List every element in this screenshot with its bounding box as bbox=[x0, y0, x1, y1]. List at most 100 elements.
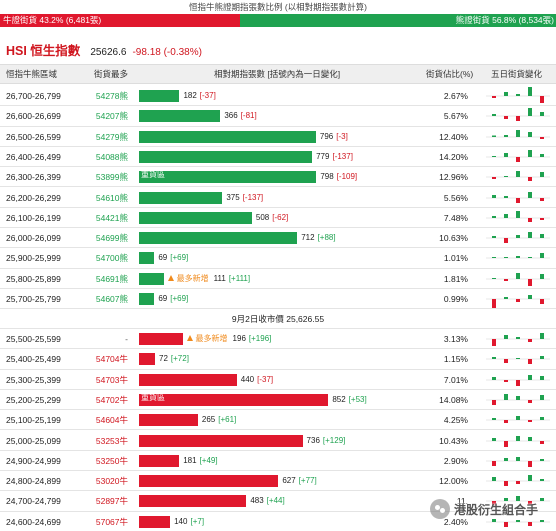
warrant-code-link[interactable]: 54604牛 bbox=[95, 415, 128, 426]
volume-value: 798 bbox=[320, 172, 334, 182]
mini-chart-bar bbox=[540, 498, 544, 502]
mini-chart-bar bbox=[540, 375, 544, 380]
warrant-code-link[interactable]: 54607熊 bbox=[95, 294, 128, 304]
mini-chart-bar bbox=[516, 481, 520, 485]
range-cell: 26,700-26,799 bbox=[6, 91, 61, 101]
volume-change: [+49] bbox=[199, 455, 218, 465]
close-price-divider: 9月2日收市價 25,626.55 bbox=[0, 309, 556, 329]
mini-chart-bar bbox=[528, 420, 532, 423]
warrant-code-link[interactable]: 52897牛 bbox=[95, 496, 128, 507]
mini-chart-bar bbox=[492, 114, 496, 117]
mini-chart-bar bbox=[492, 177, 496, 180]
mini-chart-bar bbox=[528, 521, 532, 526]
mini-chart-bar bbox=[492, 277, 496, 279]
warrant-code-link[interactable]: 54421熊 bbox=[95, 212, 128, 223]
watermark-text: 港股衍生組合手 bbox=[454, 502, 539, 517]
mini-chart-bar bbox=[504, 195, 508, 198]
warrant-code-link[interactable]: 54088熊 bbox=[95, 151, 128, 162]
volume-change: [-3] bbox=[336, 131, 348, 141]
five-day-mini-chart bbox=[486, 393, 550, 405]
range-cell: 26,200-26,299 bbox=[6, 192, 61, 203]
volume-change: [+72] bbox=[170, 354, 189, 364]
hsi-name: HSI 恒生指數 bbox=[6, 44, 81, 58]
mini-chart-bar bbox=[492, 299, 496, 308]
warrant-code-link[interactable]: 53899熊 bbox=[95, 172, 128, 183]
volume-bar bbox=[139, 272, 164, 285]
volume-change: [-137] bbox=[242, 192, 264, 202]
five-day-mini-chart bbox=[486, 87, 550, 103]
mini-chart-bar bbox=[528, 217, 532, 222]
ratio-cell: 1.15% bbox=[443, 354, 468, 365]
mini-chart-bar bbox=[492, 357, 496, 360]
header-volume: 相對期指張數 [括號內為一日變化] bbox=[214, 69, 341, 79]
mini-chart-bar bbox=[540, 417, 544, 421]
mini-chart-bar bbox=[540, 479, 544, 482]
mini-chart-bar bbox=[492, 418, 496, 421]
mini-chart-bar bbox=[492, 236, 496, 239]
volume-count: 196 [+196] bbox=[233, 329, 272, 349]
warrant-code-link[interactable]: 54278熊 bbox=[95, 91, 128, 101]
warrant-code-link[interactable]: - bbox=[125, 334, 128, 344]
range-cell: 24,800-24,899 bbox=[6, 476, 61, 487]
volume-bar bbox=[139, 454, 180, 467]
warrant-code-link[interactable]: 54702牛 bbox=[95, 394, 128, 405]
mini-chart-bar bbox=[504, 92, 508, 96]
volume-count: 375 [-137] bbox=[226, 188, 263, 208]
warrant-code-link[interactable]: 57067牛 bbox=[95, 516, 128, 527]
heavy-zone-label: 重貨區 bbox=[141, 170, 165, 180]
ratio-cell: 7.01% bbox=[443, 374, 468, 385]
five-day-mini-chart bbox=[486, 171, 550, 182]
five-day-mini-chart bbox=[486, 333, 550, 346]
warrant-code-link[interactable]: 53020牛 bbox=[95, 476, 128, 487]
warrant-code-link[interactable]: 54700熊 bbox=[95, 253, 128, 264]
warrant-code-link[interactable]: 54704牛 bbox=[95, 354, 128, 365]
warrant-code-link[interactable]: 54703牛 bbox=[95, 374, 128, 385]
volume-count: 736 [+129] bbox=[307, 431, 346, 451]
mini-chart-bar bbox=[528, 191, 532, 198]
volume-count: 627 [+77] bbox=[282, 471, 316, 491]
ratio-cell: 5.56% bbox=[443, 192, 468, 203]
volume-bar bbox=[139, 434, 303, 447]
table-row: 25,100-25,199 54604牛 265 [+61] 4.25% bbox=[0, 410, 556, 431]
warrant-code-link[interactable]: 54207熊 bbox=[95, 111, 128, 122]
volume-change: [+129] bbox=[322, 435, 346, 445]
mini-chart-bar bbox=[516, 496, 520, 502]
warrant-code-link[interactable]: 54610熊 bbox=[95, 192, 128, 203]
ratio-cell: 1.01% bbox=[443, 253, 468, 264]
range-cell: 24,700-24,799 bbox=[6, 496, 61, 507]
volume-count: 483 [+44] bbox=[250, 491, 284, 511]
mini-chart-bar bbox=[492, 399, 496, 405]
volume-bar bbox=[139, 90, 180, 102]
range-cell: 26,300-26,399 bbox=[6, 172, 61, 183]
mini-chart-bar bbox=[516, 358, 520, 360]
table-row: 25,700-25,799 54607熊 69 [+69] 0.99% bbox=[0, 289, 556, 310]
table-row: 26,200-26,299 54610熊 375 [-137] 5.56% bbox=[0, 188, 556, 208]
ratio-cell: 14.20% bbox=[439, 151, 468, 162]
volume-value: 483 bbox=[250, 496, 264, 506]
table-row: 25,400-25,499 54704牛 72 [+72] 1.15% bbox=[0, 349, 556, 370]
table-row: 26,700-26,799 54278熊 182 [-37] 2.67% bbox=[0, 86, 556, 107]
ratio-cell: 10.43% bbox=[439, 435, 468, 446]
warrant-code-link[interactable]: 54699熊 bbox=[95, 233, 128, 244]
mini-chart-bar bbox=[540, 96, 544, 103]
volume-bar bbox=[139, 150, 313, 163]
mini-chart-bar bbox=[492, 96, 496, 98]
warrant-code-link[interactable]: 54279熊 bbox=[95, 131, 128, 142]
mini-chart-bar bbox=[516, 395, 520, 400]
five-day-mini-chart bbox=[486, 210, 550, 222]
table-row: 25,900-25,999 54700熊 69 [+69] 1.01% bbox=[0, 248, 556, 269]
volume-bar bbox=[139, 353, 155, 366]
mini-chart-bar bbox=[516, 94, 520, 96]
mini-chart-bar bbox=[540, 458, 544, 461]
mini-chart-bar bbox=[540, 394, 544, 400]
volume-bar bbox=[139, 130, 316, 143]
volume-change: [+196] bbox=[248, 334, 272, 343]
table-row: 25,200-25,299 54702牛 重貨區 852 [+53] 14.08% bbox=[0, 390, 556, 411]
warrant-code-link[interactable]: 54691熊 bbox=[95, 273, 128, 284]
five-day-mini-chart bbox=[486, 475, 550, 487]
mini-chart-bar bbox=[528, 475, 532, 482]
warrant-code-link[interactable]: 53250牛 bbox=[95, 455, 128, 466]
five-day-mini-chart bbox=[486, 108, 550, 122]
warrant-code-link[interactable]: 53253牛 bbox=[95, 435, 128, 446]
volume-count: 265 [+61] bbox=[202, 410, 236, 430]
